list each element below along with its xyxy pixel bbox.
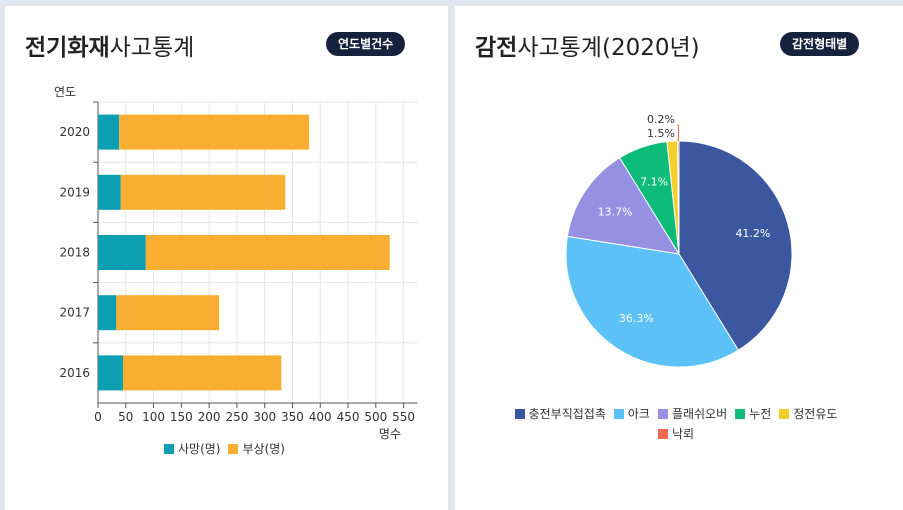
- legend-swatch: [164, 444, 174, 454]
- legend-swatch: [514, 409, 525, 419]
- bar-segment: [145, 235, 390, 270]
- legend-item[interactable]: 부상(명): [228, 440, 285, 457]
- x-tick-label: 150: [170, 410, 193, 424]
- slice-value-label: 41.2%: [735, 227, 770, 240]
- x-tick-label: 400: [309, 410, 332, 424]
- slice-value-label: 7.1%: [640, 175, 668, 188]
- shock-stats-title-bold: 감전: [475, 35, 518, 61]
- bar-segment: [98, 174, 121, 210]
- legend-label: 낙뢰: [671, 427, 695, 441]
- legend-label: 플래쉬오버: [671, 407, 728, 421]
- legend-item[interactable]: 누전: [735, 404, 771, 424]
- fire-stats-title-rest: 사고통계: [109, 35, 195, 61]
- legend-swatch: [735, 409, 746, 419]
- y-axis-title: 연도: [54, 85, 76, 99]
- shock-pie-chart: 41.2% 36.3% 13.7% 7.1% 1.5%0.2%: [565, 113, 793, 368]
- shock-chart-legend[interactable]: 충전부직접접촉 아크 플래쉬오버 누전 정전유도낙뢰: [495, 404, 865, 444]
- bar-segment: [116, 295, 220, 331]
- legend-label: 사망(명): [178, 442, 221, 456]
- fire-stats-title: 전기화재사고통계: [25, 28, 194, 62]
- legend-item[interactable]: 충전부직접접촉: [514, 404, 606, 424]
- x-tick-label: 450: [337, 410, 360, 424]
- legend-label: 부상(명): [242, 442, 285, 456]
- legend-swatch: [779, 409, 790, 419]
- legend-label: 누전: [749, 407, 772, 421]
- bar-segment: [120, 174, 286, 210]
- fire-bar-chart: 2020 2019 2018 2017 2016 0 50 100 150 200 250 300 35…: [54, 85, 418, 441]
- bar-segment: [98, 355, 124, 391]
- x-tick-label: 200: [198, 410, 221, 424]
- y-tick-label: 2016: [59, 366, 90, 380]
- x-tick-label: 0: [94, 410, 102, 424]
- shock-stats-title-rest: 사고통계(2020년): [517, 35, 700, 61]
- legend-item[interactable]: 플래쉬오버: [657, 404, 728, 424]
- bar-segment: [119, 114, 310, 150]
- x-tick-label: 350: [281, 410, 304, 424]
- legend-item[interactable]: 아크: [613, 404, 650, 424]
- pie-slice: [565, 235, 740, 368]
- legend-label: 정전유도: [793, 407, 838, 421]
- x-tick-label: 100: [142, 410, 165, 424]
- y-tick-label: 2018: [59, 246, 90, 260]
- legend-label: 아크: [627, 407, 650, 421]
- fire-chart-legend[interactable]: 사망(명) 부상(명): [164, 440, 293, 457]
- slice-value-label: 1.5%: [647, 127, 675, 140]
- bar-segment: [98, 114, 120, 150]
- year-count-badge[interactable]: 연도별건수: [326, 32, 406, 56]
- slice-value-label: 0.2%: [647, 113, 675, 126]
- legend-item[interactable]: 낙뢰: [657, 424, 695, 444]
- y-tick-label: 2020: [59, 125, 90, 139]
- y-tick-label: 2017: [59, 306, 90, 320]
- x-tick-label: 550: [392, 410, 415, 424]
- legend-item[interactable]: 사망(명): [164, 440, 220, 457]
- slice-value-label: 36.3%: [619, 312, 654, 325]
- x-tick-label: 500: [364, 410, 387, 424]
- legend-label: 충전부직접접촉: [528, 407, 606, 421]
- y-tick-label: 2019: [59, 185, 90, 199]
- pie-slice: [566, 157, 680, 255]
- legend-item[interactable]: 정전유도: [779, 404, 837, 424]
- shock-stats-title: 감전사고통계(2020년): [475, 28, 700, 62]
- bar-segment: [98, 295, 117, 331]
- legend-swatch: [228, 444, 239, 454]
- slice-value-label: 13.7%: [598, 205, 633, 218]
- shock-type-badge[interactable]: 감전형태별: [780, 32, 860, 56]
- slice-leader-line: [677, 124, 680, 142]
- bar-segment: [123, 355, 282, 391]
- pie-slice: [678, 140, 793, 351]
- fire-stats-title-bold: 전기화재: [25, 35, 110, 61]
- legend-swatch: [657, 409, 668, 419]
- x-tick-label: 50: [118, 410, 133, 424]
- legend-swatch: [657, 429, 668, 439]
- x-tick-label: 300: [253, 410, 276, 424]
- shock-stats-panel: 감전사고통계(2020년) 감전형태별 41.2% 36.3% 13.7% 7.1% 1…: [455, 6, 903, 510]
- x-tick-label: 250: [225, 410, 248, 424]
- fire-stats-panel: 전기화재사고통계 연도별건수 2020 2019 2018 2017 2016 0 50 10…: [5, 6, 448, 510]
- legend-swatch: [613, 409, 624, 419]
- bar-segment: [98, 235, 146, 270]
- x-axis-title: 명수: [379, 427, 401, 441]
